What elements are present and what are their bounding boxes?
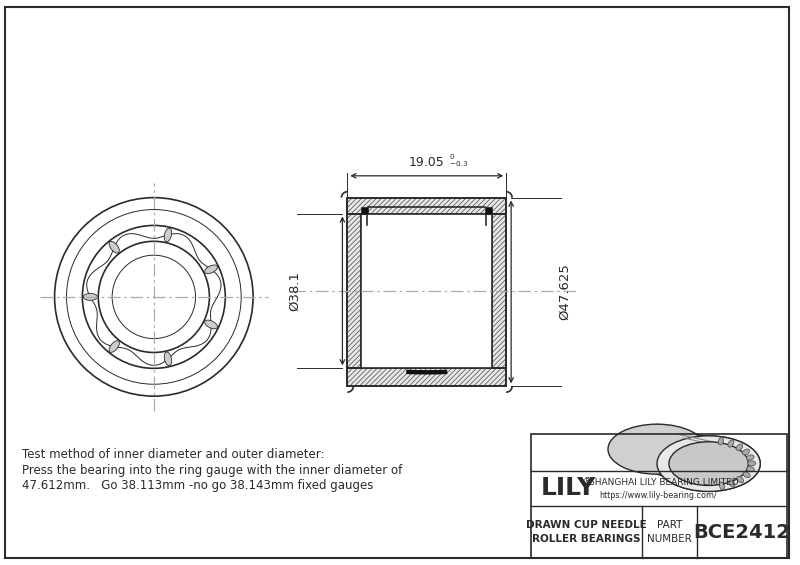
Ellipse shape [164, 228, 172, 242]
Circle shape [66, 210, 241, 384]
Ellipse shape [737, 476, 743, 483]
Polygon shape [657, 424, 709, 490]
Ellipse shape [83, 293, 98, 301]
Ellipse shape [742, 449, 750, 455]
Ellipse shape [205, 265, 218, 273]
Text: Ø38.1: Ø38.1 [288, 271, 302, 311]
Text: BCE2412: BCE2412 [694, 523, 790, 542]
Text: Test method of inner diameter and outer diameter:: Test method of inner diameter and outer … [22, 447, 324, 460]
Bar [486, 207, 492, 214]
Ellipse shape [743, 472, 750, 477]
Text: 19.05: 19.05 [409, 156, 445, 169]
Ellipse shape [748, 461, 755, 466]
Bar [362, 207, 368, 214]
Ellipse shape [719, 482, 725, 490]
Text: DRAWN CUP NEEDLE: DRAWN CUP NEEDLE [526, 520, 647, 530]
Text: NUMBER: NUMBER [647, 534, 692, 544]
Text: ®: ® [582, 477, 591, 486]
Polygon shape [347, 198, 506, 214]
Ellipse shape [164, 352, 172, 366]
Ellipse shape [205, 320, 218, 329]
Circle shape [112, 255, 195, 338]
Text: 47.612mm.   Go 38.113mm -no go 38.143mm fixed gauges: 47.612mm. Go 38.113mm -no go 38.143mm fi… [22, 480, 374, 493]
Text: https://www.lily-bearing.com/: https://www.lily-bearing.com/ [599, 491, 717, 500]
Polygon shape [492, 214, 506, 368]
Polygon shape [347, 214, 362, 368]
Ellipse shape [729, 480, 734, 487]
Ellipse shape [109, 341, 119, 353]
Circle shape [98, 241, 210, 353]
Text: SHANGHAI LILY BEARING LIMITED: SHANGHAI LILY BEARING LIMITED [589, 478, 738, 487]
Ellipse shape [728, 440, 734, 447]
Ellipse shape [669, 442, 748, 485]
Ellipse shape [746, 455, 754, 460]
Polygon shape [347, 198, 506, 214]
Text: LILY: LILY [541, 476, 596, 501]
Text: PART: PART [657, 520, 682, 530]
Text: Press the bearing into the ring gauge with the inner diameter of: Press the bearing into the ring gauge wi… [22, 463, 402, 476]
Polygon shape [362, 214, 492, 368]
Circle shape [82, 225, 226, 368]
Ellipse shape [736, 444, 742, 450]
Polygon shape [347, 214, 362, 368]
Polygon shape [657, 425, 709, 492]
Ellipse shape [608, 424, 706, 474]
Ellipse shape [657, 436, 760, 492]
Text: ROLLER BEARINGS: ROLLER BEARINGS [532, 534, 641, 544]
Polygon shape [347, 368, 506, 386]
Ellipse shape [746, 467, 754, 472]
Circle shape [54, 198, 253, 396]
Ellipse shape [109, 241, 119, 253]
Polygon shape [492, 214, 506, 368]
Ellipse shape [718, 437, 723, 445]
Ellipse shape [657, 436, 760, 492]
Polygon shape [347, 368, 506, 386]
Text: $^{0}_{-0.3}$: $^{0}_{-0.3}$ [449, 152, 468, 169]
Text: Ø47.625: Ø47.625 [558, 263, 571, 320]
